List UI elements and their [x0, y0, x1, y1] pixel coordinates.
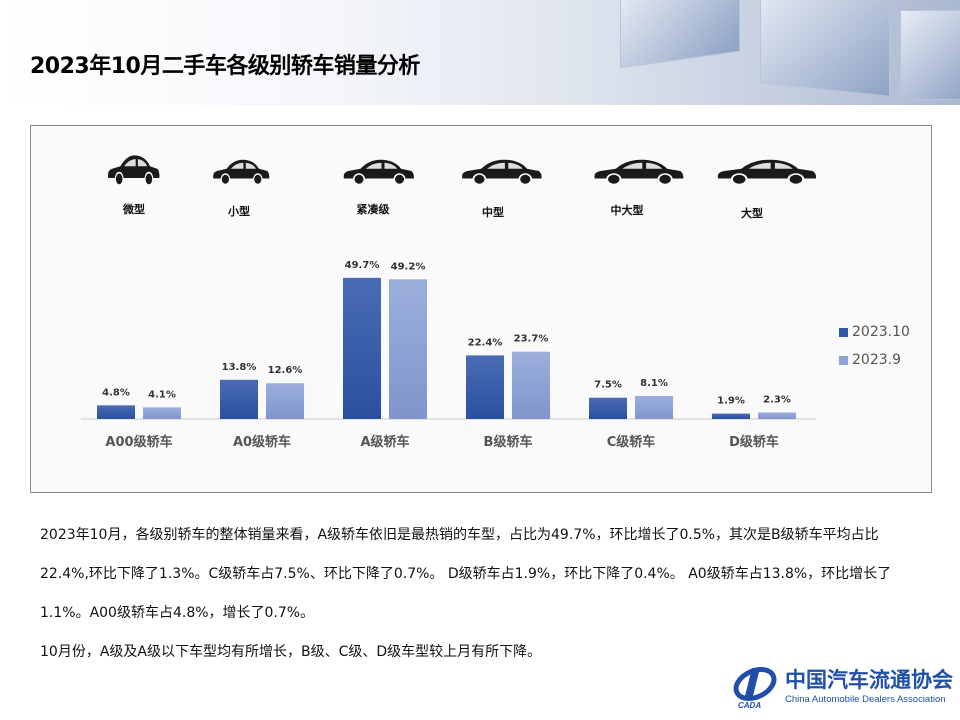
fullsize-sedan-icon [714, 156, 819, 186]
page-title: 2023年10月二手车各级别轿车销量分析 [30, 54, 420, 79]
chart-panel: 微型 小型 紧凑级 中型 中大型 大型 4.8% 4.1% A00级轿车 13.8% 12.6% A… [30, 125, 932, 493]
data-label: 13.8% [222, 362, 257, 373]
legend-label: 2023.10 [852, 324, 910, 340]
midsize-sedan-icon [459, 156, 544, 186]
header-banner [0, 0, 960, 105]
bar-2023.9 [635, 395, 673, 419]
segment-label: 中型 [482, 206, 504, 219]
analysis-paragraph-2: 10月份，A级及A级以下车型均有所增长，B级、C级、D级车型较上月有所下降。 [40, 644, 542, 660]
bar-2023.9 [266, 383, 304, 419]
bar-2023.10 [466, 355, 504, 419]
category-label: D级轿车 [729, 434, 779, 450]
large-midsize-sedan-icon [591, 156, 686, 186]
hatchback-car-icon [211, 156, 271, 186]
category-label: A0级轿车 [233, 434, 291, 450]
analysis-paragraph-1: 2023年10月，各级别轿车的整体销量来看，A级轿车依旧是最热销的车型，占比为4… [40, 527, 892, 621]
category-label: A00级轿车 [105, 434, 172, 450]
bar-2023.9 [389, 279, 427, 419]
data-label: 8.1% [640, 378, 668, 389]
data-label: 1.9% [717, 396, 745, 407]
category-label: C级轿车 [607, 434, 656, 450]
cada-logo-mark: CADA 中国汽车流通协会 China Automobile Dealers A… [733, 666, 953, 710]
bar-2023.10 [220, 379, 258, 419]
category-label: A级轿车 [360, 434, 409, 450]
data-label: 2.3% [763, 394, 791, 405]
segment-label: 大型 [741, 207, 763, 220]
decorative-cube [900, 10, 960, 100]
analysis-text: 2023年10月，各级别轿车的整体销量来看，A级轿车依旧是最热销的车型，占比为4… [40, 516, 920, 672]
bar-2023.10 [589, 397, 627, 419]
segment-label: 中大型 [610, 204, 644, 217]
segment-label: 紧凑级 [356, 203, 390, 216]
compact-sedan-icon [341, 156, 416, 186]
data-label: 49.2% [391, 261, 426, 272]
legend-item-2023-9: 2023.9 [839, 352, 901, 368]
bar-2023.9 [758, 412, 796, 419]
bar-2023.9 [143, 407, 181, 419]
data-label: 4.1% [148, 389, 176, 400]
decorative-cube [760, 0, 890, 97]
bar-2023.9 [512, 351, 550, 419]
data-label: 49.7% [345, 260, 380, 271]
data-label: 4.8% [102, 387, 130, 398]
bar-2023.10 [97, 405, 135, 419]
legend-swatch [839, 355, 848, 365]
svg-text:CADA: CADA [738, 701, 761, 710]
data-label: 22.4% [468, 337, 503, 348]
bar-2023.10 [712, 413, 750, 419]
svg-text:China Automobile Dealers Assoc: China Automobile Dealers Association [785, 694, 946, 705]
legend-item-2023-10: 2023.10 [839, 324, 910, 340]
data-label: 23.7% [514, 334, 549, 345]
legend-label: 2023.9 [852, 352, 901, 368]
category-label: B级轿车 [484, 434, 533, 450]
bar-2023.10 [343, 277, 381, 419]
segment-label: 微型 [123, 203, 145, 216]
bar-chart: 4.8% 4.1% A00级轿车 13.8% 12.6% A0级轿车 49.7% 49.2% A… [81, 260, 816, 450]
data-label: 12.6% [268, 365, 303, 376]
data-label: 7.5% [594, 380, 622, 391]
cada-logo: CADA 中国汽车流通协会 China Automobile Dealers A… [730, 660, 955, 710]
decorative-cube [620, 0, 740, 69]
legend-swatch [839, 327, 848, 337]
segment-label: 小型 [228, 205, 250, 218]
micro-car-icon [106, 151, 161, 187]
svg-text:中国汽车流通协会: 中国汽车流通协会 [785, 667, 953, 692]
